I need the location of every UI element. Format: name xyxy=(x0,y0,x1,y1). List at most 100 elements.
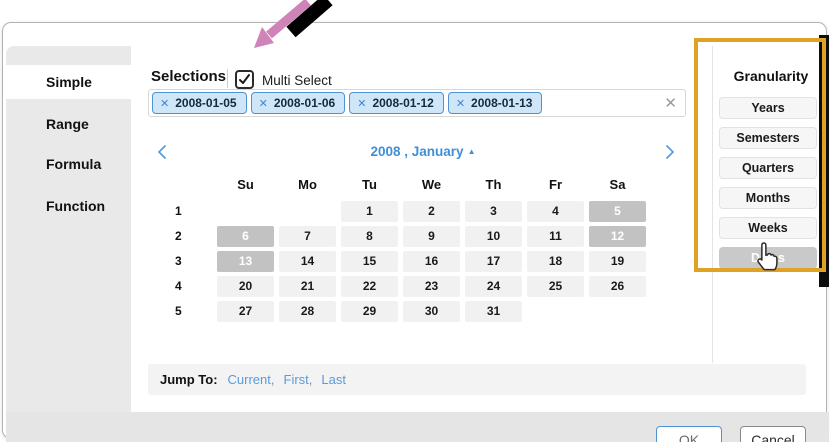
granularity-weeks[interactable]: Weeks xyxy=(719,217,817,239)
jump-to-link[interactable]: Last xyxy=(321,372,346,387)
clear-all-icon[interactable]: ✕ xyxy=(664,94,677,112)
remove-chip-icon[interactable]: ✕ xyxy=(455,97,466,110)
remove-chip-icon[interactable]: ✕ xyxy=(258,97,268,110)
day-cell[interactable]: 8 xyxy=(341,226,398,247)
granularity-divider xyxy=(712,46,713,363)
date-picker-dialog: Simple Range Formula Function Selections Mu… xyxy=(2,22,829,442)
day-of-week-header: We xyxy=(421,177,442,192)
week-number: 3 xyxy=(175,254,182,268)
day-of-week-header: Tu xyxy=(362,177,377,192)
sidebar-item-formula[interactable]: Formula xyxy=(46,156,102,172)
day-cell[interactable]: 4 xyxy=(527,201,584,222)
day-cell[interactable]: 3 xyxy=(465,201,522,222)
jump-to-link[interactable]: Current xyxy=(227,372,271,387)
day-cell[interactable]: 2 xyxy=(403,201,460,222)
day-cell[interactable]: 17 xyxy=(465,251,522,272)
day-cell[interactable]: 24 xyxy=(465,276,522,297)
sidebar: Simple Range Formula Function xyxy=(6,46,131,412)
day-cell[interactable]: 28 xyxy=(279,301,336,322)
remove-chip-icon[interactable]: ✕ xyxy=(160,97,170,110)
day-cell[interactable]: 31 xyxy=(465,301,522,322)
day-cell[interactable]: 1 xyxy=(341,201,398,222)
jump-to-label: Jump To: xyxy=(160,372,218,387)
ok-button[interactable]: OK xyxy=(656,426,722,442)
date-chip-label: 2008-01-05 xyxy=(175,96,237,110)
day-cell[interactable]: 20 xyxy=(217,276,274,297)
day-cell[interactable]: 22 xyxy=(341,276,398,297)
date-chip[interactable]: ✕ 2008-01-13 xyxy=(447,92,543,114)
sidebar-item-range[interactable]: Range xyxy=(46,116,89,132)
selected-dates-input[interactable]: ✕ 2008-01-05 ✕ 2008-01-06 ✕ 2008-01-12 ✕ 2008-0… xyxy=(148,89,686,117)
day-of-week-header: Th xyxy=(485,177,502,192)
selections-label: Selections xyxy=(151,68,227,85)
day-of-week-header: Fr xyxy=(549,177,562,192)
chips-container: ✕ 2008-01-05 ✕ 2008-01-06 ✕ 2008-01-12 ✕ 2008-0… xyxy=(152,92,543,114)
date-chip[interactable]: ✕ 2008-01-06 xyxy=(250,92,346,114)
jump-to-bar: Jump To: Current, First, Last xyxy=(148,364,806,395)
sidebar-item-simple[interactable]: Simple xyxy=(6,65,131,99)
empty-day-cell xyxy=(589,301,646,322)
day-cell[interactable]: 15 xyxy=(341,251,398,272)
day-cell[interactable]: 12 xyxy=(589,226,646,247)
calendar-grid: Su Mo Tu We Th Fr Sa 1 1 2 3 4 5 2 6 7 8 9 10 11 12 3 13 14 15 16… xyxy=(172,176,646,322)
granularity-title: Granularity xyxy=(733,68,809,84)
week-number: 4 xyxy=(175,279,182,293)
week-number: 5 xyxy=(175,304,182,318)
day-cell[interactable]: 21 xyxy=(279,276,336,297)
granularity-dates[interactable]: Dates xyxy=(719,247,817,269)
date-chip[interactable]: ✕ 2008-01-12 xyxy=(349,92,444,114)
jump-to-link[interactable]: First xyxy=(283,372,309,387)
day-of-week-header: Mo xyxy=(298,177,317,192)
chevron-left-icon xyxy=(157,145,166,159)
day-cell[interactable]: 9 xyxy=(403,226,460,247)
day-cell[interactable]: 11 xyxy=(527,226,584,247)
week-number: 2 xyxy=(175,229,182,243)
jump-links: Current, First, Last xyxy=(228,372,346,387)
prev-month-button[interactable] xyxy=(155,144,173,162)
day-cell[interactable]: 6 xyxy=(217,226,274,247)
calendar-title-dropdown[interactable]: 2008 , January ▲ xyxy=(243,144,603,159)
remove-chip-icon[interactable]: ✕ xyxy=(357,97,367,110)
day-cell[interactable]: 25 xyxy=(527,276,584,297)
date-chip-label: 2008-01-13 xyxy=(471,96,533,110)
date-chip[interactable]: ✕ 2008-01-05 xyxy=(152,92,247,114)
day-cell[interactable]: 18 xyxy=(527,251,584,272)
week-col-header xyxy=(172,176,212,197)
multi-select-label[interactable]: Multi Select xyxy=(262,73,332,88)
checkmark-icon xyxy=(239,74,250,84)
chevron-right-icon xyxy=(666,145,675,159)
window-edge-bar xyxy=(819,35,829,287)
collapse-icon: ▲ xyxy=(467,147,476,156)
day-of-week-header: Su xyxy=(237,177,254,192)
date-chip-label: 2008-01-06 xyxy=(273,96,336,110)
day-cell[interactable]: 10 xyxy=(465,226,522,247)
next-month-button[interactable] xyxy=(661,144,679,162)
multi-select-checkbox[interactable] xyxy=(235,70,254,89)
granularity-months[interactable]: Months xyxy=(719,187,817,209)
day-cell[interactable]: 13 xyxy=(217,251,274,272)
granularity-years[interactable]: Years xyxy=(719,97,817,119)
calendar-title: 2008 , January xyxy=(370,144,464,159)
day-cell[interactable]: 5 xyxy=(589,201,646,222)
day-cell[interactable]: 27 xyxy=(217,301,274,322)
empty-day-cell xyxy=(217,201,274,222)
week-number: 1 xyxy=(175,204,182,218)
granularity-quarters[interactable]: Quarters xyxy=(719,157,817,179)
day-cell[interactable]: 19 xyxy=(589,251,646,272)
day-of-week-header: Sa xyxy=(609,177,626,192)
day-cell[interactable]: 30 xyxy=(403,301,460,322)
granularity-semesters[interactable]: Semesters xyxy=(719,127,817,149)
jump-to-separator: , xyxy=(308,372,313,387)
day-cell[interactable]: 14 xyxy=(279,251,336,272)
day-cell[interactable]: 26 xyxy=(589,276,646,297)
cancel-button[interactable]: Cancel xyxy=(740,426,806,442)
sidebar-item-function[interactable]: Function xyxy=(46,198,106,214)
day-cell[interactable]: 29 xyxy=(341,301,398,322)
empty-day-cell xyxy=(527,301,584,322)
day-cell[interactable]: 23 xyxy=(403,276,460,297)
empty-day-cell xyxy=(279,201,336,222)
day-cell[interactable]: 16 xyxy=(403,251,460,272)
day-cell[interactable]: 7 xyxy=(279,226,336,247)
date-chip-label: 2008-01-12 xyxy=(372,96,434,110)
jump-to-separator: , xyxy=(270,372,275,387)
